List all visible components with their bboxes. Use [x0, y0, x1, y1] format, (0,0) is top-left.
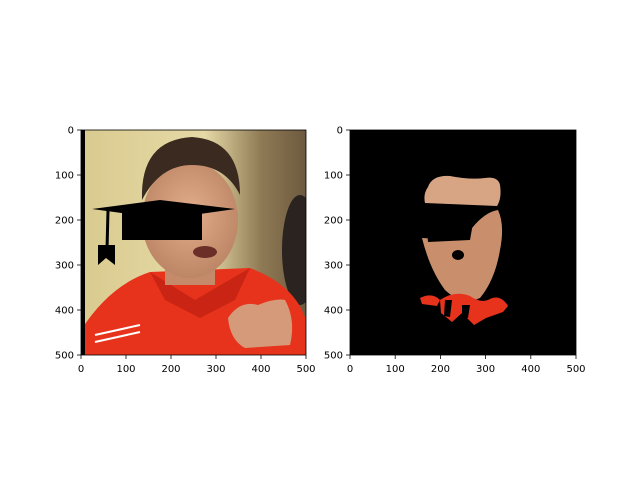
right-y-tick-label: 0 [337, 126, 343, 137]
left-x-tick-label: 100 [116, 364, 135, 375]
left-x-tick-label: 200 [161, 364, 180, 375]
left-y-tick-label: 200 [55, 216, 74, 227]
left-y-tick-label: 100 [55, 171, 74, 182]
right-x-tick-label: 100 [386, 364, 405, 375]
left-panel [80, 129, 307, 356]
right-y-tick-label: 200 [324, 216, 343, 227]
left-x-tick-label: 300 [206, 364, 225, 375]
left-y-tick-label: 400 [55, 306, 74, 317]
right-image [350, 130, 576, 355]
right-y-tick-label: 400 [324, 306, 343, 317]
left-y-tick-label: 300 [55, 261, 74, 272]
right-x-tick-label: 200 [431, 364, 450, 375]
right-x-tick-label: 0 [347, 364, 353, 375]
left-y-tick-label: 500 [55, 351, 74, 362]
right-x-tick-label: 400 [521, 364, 540, 375]
right-panel [349, 129, 577, 356]
left-image [81, 130, 306, 355]
left-y-tick-label: 0 [68, 126, 74, 137]
left-x-tick-label: 0 [78, 364, 84, 375]
right-y-tick-label: 100 [324, 171, 343, 182]
left-x-tick-label: 400 [251, 364, 270, 375]
left-x-tick-label: 500 [296, 364, 315, 375]
right-x-tick-label: 300 [476, 364, 495, 375]
right-y-tick-label: 300 [324, 261, 343, 272]
right-x-tick-label: 500 [566, 364, 585, 375]
right-y-tick-label: 500 [324, 351, 343, 362]
